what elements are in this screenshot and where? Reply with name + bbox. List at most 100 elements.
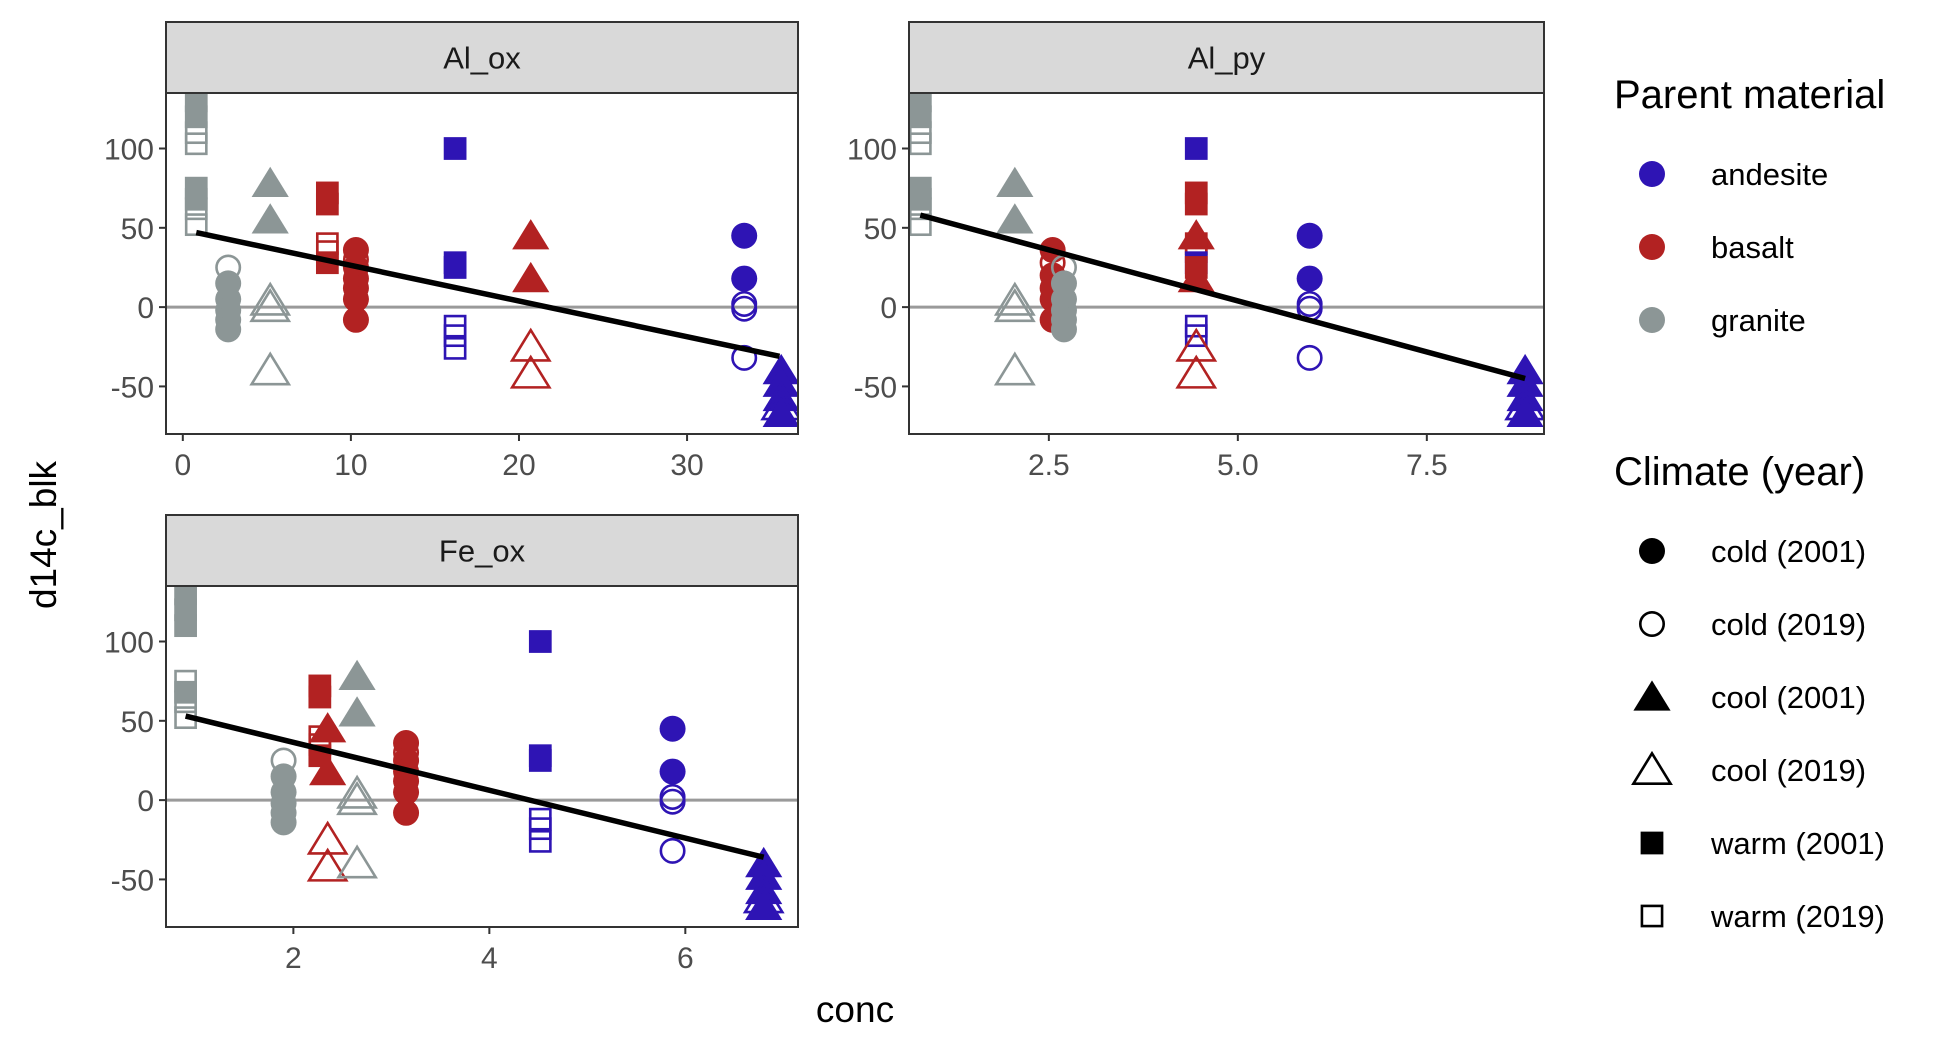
x-axis-title: conc bbox=[816, 989, 894, 1030]
data-point bbox=[993, 351, 1036, 386]
data-point bbox=[1175, 354, 1218, 389]
data-point bbox=[659, 758, 686, 785]
data-point bbox=[1296, 344, 1323, 371]
x-tick-label: 5.0 bbox=[1217, 449, 1259, 482]
data-point bbox=[1184, 192, 1208, 216]
legend-key bbox=[1639, 307, 1665, 333]
facet-strip bbox=[908, 21, 1545, 94]
data-point bbox=[336, 844, 378, 879]
x-tick-label: 6 bbox=[677, 942, 694, 975]
data-point bbox=[1184, 137, 1208, 160]
legend-key bbox=[1639, 234, 1665, 260]
facet-strip bbox=[165, 514, 799, 587]
x-tick-label: 2.5 bbox=[1028, 449, 1070, 482]
legend-entry-label: cold (2001) bbox=[1711, 534, 1866, 569]
data-point bbox=[731, 222, 758, 249]
panel-border bbox=[165, 585, 799, 928]
data-point bbox=[659, 715, 686, 742]
regression-line bbox=[195, 229, 781, 359]
facet-strip bbox=[165, 21, 799, 94]
data-point bbox=[731, 265, 758, 292]
data-point bbox=[393, 799, 420, 826]
legend-climate-year: Climate (year) cold (2001) cold (2019) cool… bbox=[1614, 450, 1885, 934]
legends: Parent material andesite basalt granite Clim… bbox=[1614, 73, 1885, 934]
data-point bbox=[215, 316, 242, 343]
legend-entry-label: warm (2001) bbox=[1710, 826, 1885, 861]
data-point bbox=[509, 354, 552, 389]
data-point bbox=[174, 690, 197, 714]
legend-key bbox=[1639, 538, 1665, 564]
legend-key bbox=[1631, 750, 1673, 785]
x-tick-label: 10 bbox=[334, 449, 367, 482]
data-point bbox=[659, 788, 686, 815]
x-tick-label: 30 bbox=[670, 449, 703, 482]
data-point bbox=[528, 630, 552, 653]
data-point bbox=[993, 287, 1036, 323]
data-point bbox=[270, 809, 297, 836]
data-points bbox=[184, 93, 798, 428]
y-tick-label: -50 bbox=[111, 371, 154, 404]
data-point bbox=[1050, 316, 1077, 343]
data-point bbox=[528, 829, 552, 853]
data-point bbox=[528, 749, 552, 772]
data-point bbox=[174, 614, 197, 638]
data-point bbox=[443, 137, 467, 160]
legend-entry-label: basalt bbox=[1711, 230, 1794, 265]
data-point bbox=[184, 105, 208, 129]
data-point bbox=[509, 327, 552, 362]
facet-strip-label: Al_py bbox=[1188, 41, 1266, 76]
data-point bbox=[1296, 265, 1323, 292]
data-point bbox=[306, 820, 349, 855]
data-point bbox=[909, 213, 932, 237]
data-point bbox=[993, 281, 1036, 316]
data-point bbox=[443, 256, 467, 279]
data-point bbox=[528, 817, 552, 841]
data-points bbox=[174, 586, 785, 921]
data-point bbox=[909, 197, 932, 221]
y-tick-label: 100 bbox=[104, 627, 154, 660]
data-point bbox=[249, 351, 292, 386]
data-point bbox=[996, 203, 1034, 234]
legend-title: Climate (year) bbox=[1614, 450, 1865, 494]
legend-key bbox=[1640, 831, 1664, 855]
data-point bbox=[342, 286, 369, 313]
y-tick-label: 100 bbox=[104, 134, 154, 167]
data-point bbox=[251, 203, 289, 234]
y-tick-label: 0 bbox=[880, 292, 897, 325]
legend-key bbox=[1639, 610, 1666, 637]
legend-key bbox=[1633, 680, 1671, 711]
legend-entry-label: warm (2019) bbox=[1710, 899, 1885, 934]
data-point bbox=[1296, 222, 1323, 249]
data-point bbox=[309, 754, 347, 786]
facet-panel-fe-ox: Fe_ox 100 50 0 -50 2 4 6 bbox=[104, 514, 799, 975]
panel-border bbox=[165, 92, 799, 435]
y-tick-label: 50 bbox=[864, 213, 897, 246]
data-point bbox=[338, 659, 376, 691]
data-point bbox=[306, 847, 349, 882]
facet-strip-label: Al_ox bbox=[443, 41, 521, 76]
y-tick-label: 50 bbox=[121, 706, 154, 739]
legend-entry-label: andesite bbox=[1711, 157, 1828, 192]
data-point bbox=[996, 166, 1034, 198]
data-point bbox=[659, 837, 686, 864]
legend-parent-material: Parent material andesite basalt granite bbox=[1614, 73, 1885, 338]
data-point bbox=[184, 197, 208, 221]
data-point bbox=[336, 780, 378, 816]
x-tick-label: 7.5 bbox=[1406, 449, 1448, 482]
data-point bbox=[336, 774, 378, 809]
data-point bbox=[309, 712, 347, 743]
legend-entry-label: granite bbox=[1711, 303, 1806, 338]
data-point bbox=[315, 232, 339, 256]
data-point bbox=[909, 132, 932, 156]
data-point bbox=[393, 779, 420, 806]
data-point bbox=[762, 396, 798, 428]
data-point bbox=[249, 287, 292, 323]
y-tick-label: 100 bbox=[847, 134, 897, 167]
data-point bbox=[762, 366, 798, 397]
x-tick-label: 2 bbox=[285, 942, 302, 975]
facet-strip-label: Fe_ox bbox=[439, 534, 526, 569]
y-tick-label: -50 bbox=[111, 864, 154, 897]
y-tick-label: 0 bbox=[137, 292, 154, 325]
